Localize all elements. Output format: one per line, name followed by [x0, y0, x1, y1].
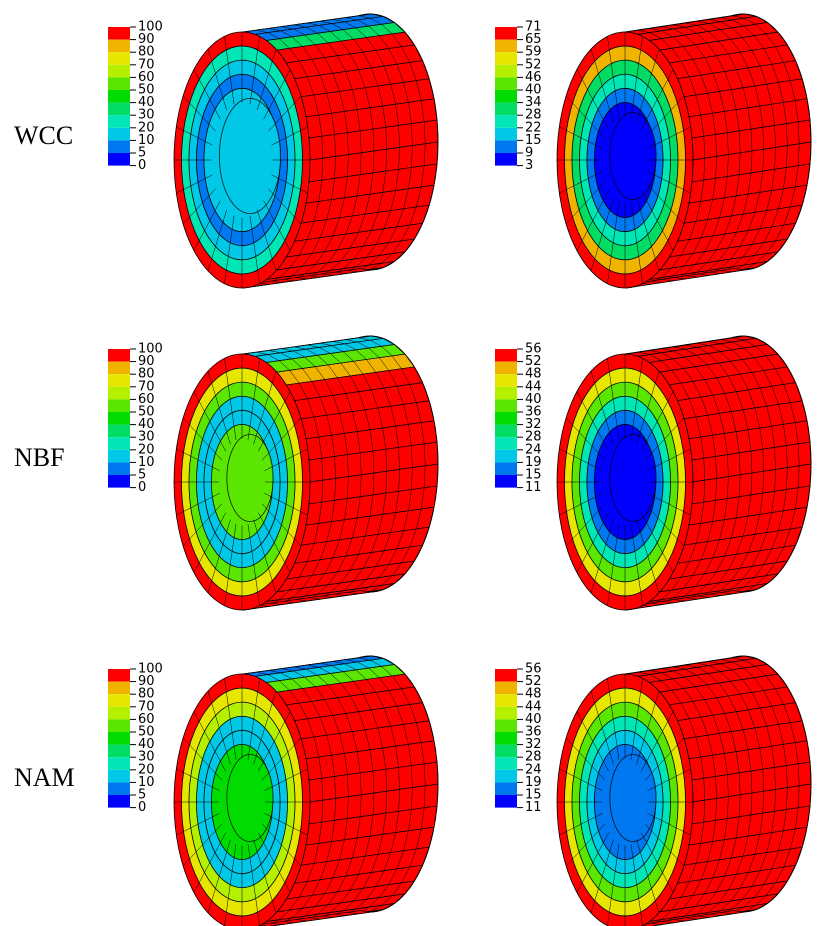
legend-swatch — [495, 52, 517, 65]
legend-swatch — [108, 745, 130, 758]
legend-swatch — [108, 475, 130, 488]
legend-label: 3 — [525, 158, 533, 173]
legend-swatch — [108, 128, 130, 141]
legend-swatch — [108, 27, 130, 40]
legend-swatch — [495, 103, 517, 116]
legend-swatch — [108, 362, 130, 375]
legend-swatch — [495, 65, 517, 78]
legend-swatch — [495, 732, 517, 745]
legend-swatch — [495, 475, 517, 488]
panel-row: NAM1009080706050403020105056524844403632… — [14, 656, 811, 926]
legend-swatch — [108, 437, 130, 450]
legend-swatch — [108, 669, 130, 682]
legend-swatch — [108, 90, 130, 103]
legend-swatch — [108, 374, 130, 387]
legend-swatch — [495, 425, 517, 438]
legend-swatch — [495, 27, 517, 40]
legend-swatch — [108, 387, 130, 400]
legend-label: 11 — [525, 480, 542, 495]
legend-swatch — [495, 682, 517, 695]
legend-swatch — [108, 115, 130, 128]
legend-swatch — [108, 399, 130, 412]
legend-swatch — [108, 719, 130, 732]
row-label: NBF — [14, 443, 65, 472]
legend-swatch — [495, 412, 517, 425]
legend-swatch — [495, 140, 517, 153]
legend-swatch — [495, 795, 517, 808]
legend-swatch — [108, 782, 130, 795]
legend-swatch — [108, 40, 130, 53]
legend-swatch — [495, 719, 517, 732]
legend-swatch — [108, 425, 130, 438]
legend-swatch — [108, 450, 130, 463]
legend-swatch — [108, 140, 130, 153]
legend-swatch — [495, 40, 517, 53]
legend-swatch — [495, 90, 517, 103]
bore — [219, 98, 280, 213]
legend-swatch — [108, 412, 130, 425]
panel-row: WCC1009080706050403020105071655952464034… — [14, 14, 811, 288]
legend-swatch — [495, 669, 517, 682]
legend-swatch — [495, 115, 517, 128]
row-label: NAM — [14, 763, 75, 792]
legend-swatch — [108, 682, 130, 695]
legend-label: 0 — [138, 480, 146, 495]
legend-swatch — [108, 52, 130, 65]
legend-swatch — [495, 707, 517, 720]
legend-label: 0 — [138, 800, 146, 815]
legend-swatch — [108, 757, 130, 770]
legend-swatch — [108, 732, 130, 745]
row-label: WCC — [14, 121, 73, 150]
legend-swatch — [495, 77, 517, 90]
legend-swatch — [495, 374, 517, 387]
legend-swatch — [495, 745, 517, 758]
legend-swatch — [495, 694, 517, 707]
legend-swatch — [495, 153, 517, 166]
legend-swatch — [495, 782, 517, 795]
legend-swatch — [108, 65, 130, 78]
legend-swatch — [108, 77, 130, 90]
legend-swatch — [495, 437, 517, 450]
figure: WCC1009080706050403020105071655952464034… — [0, 0, 822, 926]
legend-label: 0 — [138, 158, 146, 173]
legend-swatch — [108, 795, 130, 808]
panel-row: NBF1009080706050403020105056524844403632… — [14, 336, 811, 610]
legend-swatch — [108, 462, 130, 475]
legend-swatch — [495, 349, 517, 362]
legend-swatch — [495, 387, 517, 400]
legend-swatch — [495, 462, 517, 475]
legend-swatch — [108, 349, 130, 362]
legend-swatch — [108, 153, 130, 166]
legend-swatch — [495, 128, 517, 141]
legend-swatch — [108, 103, 130, 116]
legend-swatch — [495, 757, 517, 770]
legend-swatch — [495, 770, 517, 783]
legend-swatch — [108, 694, 130, 707]
legend-label: 11 — [525, 800, 542, 815]
legend-swatch — [495, 399, 517, 412]
legend-swatch — [108, 770, 130, 783]
legend-swatch — [108, 707, 130, 720]
legend-swatch — [495, 362, 517, 375]
legend-swatch — [495, 450, 517, 463]
